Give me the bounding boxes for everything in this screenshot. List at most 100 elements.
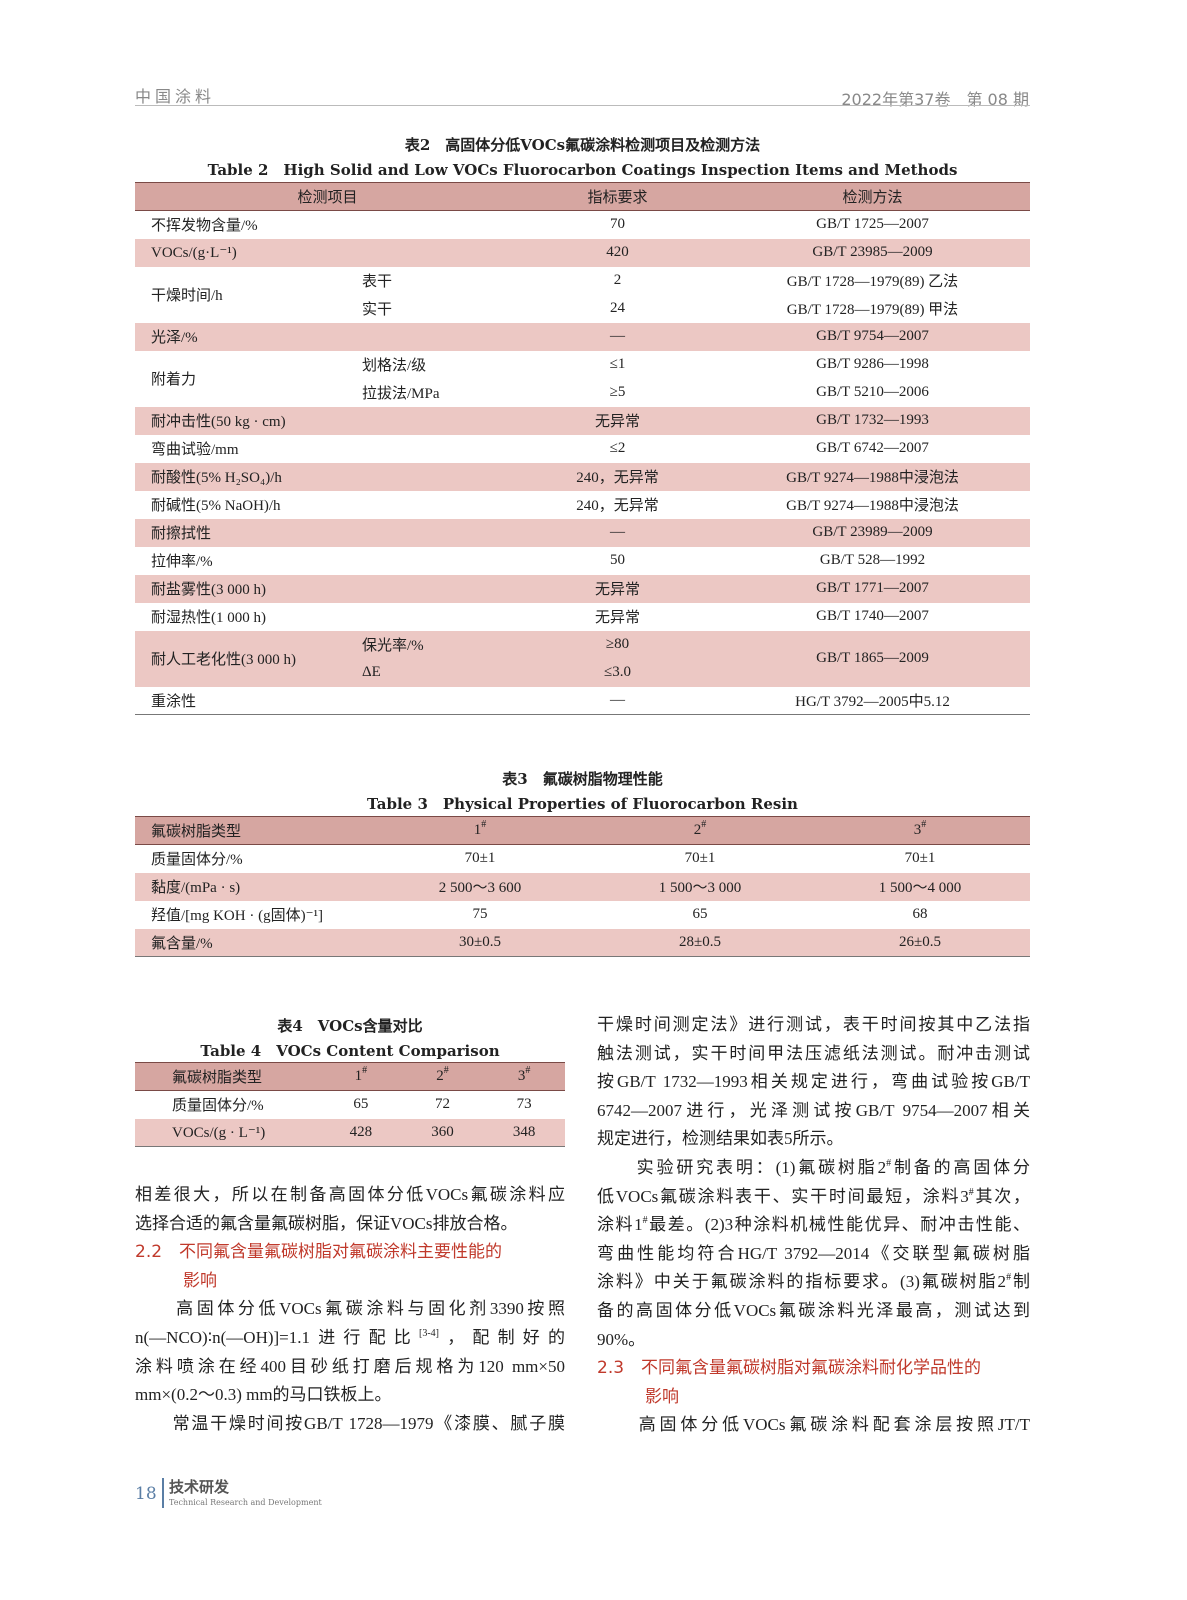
table-row: 弯曲试验/mm ≤2 GB/T 6742—2007 <box>135 435 1030 463</box>
item-cell: 弯曲试验/mm <box>151 442 239 458</box>
table-row: 耐湿热性(1 000 h) 无异常 GB/T 1740—2007 <box>135 603 1030 631</box>
sub-item-cell <box>362 686 520 715</box>
header-cell: 1# <box>370 816 590 845</box>
table-row: 实干 24 GB/T 1728—1979(89) 甲法 <box>135 295 1030 323</box>
table2-caption-en: Table 2 High Solid and Low VOCs Fluoroca… <box>207 161 958 179</box>
footer-divider <box>162 1478 164 1508</box>
header-cell: 1# <box>320 1062 402 1091</box>
table-row: 质量固体分/% 65 72 73 <box>135 1091 565 1119</box>
row-label-cell: 质量固体分/% <box>172 1098 264 1115</box>
text-line: 常温干燥时间按GB/T 1728—1979《漆膜、腻子膜 <box>135 1410 565 1439</box>
text-span: 备的高固体分低VOCs氟碳涂料光泽最高，测试达到 <box>597 1300 1030 1320</box>
superscript: # <box>886 1157 892 1169</box>
text-line: 90%。 <box>597 1326 1030 1355</box>
requirement-cell: ≤1 <box>609 356 626 372</box>
section-heading-line: 影响 <box>597 1383 1030 1412</box>
item-cell: 附着力 <box>151 372 197 388</box>
requirement-cell: 240，无异常 <box>520 462 715 491</box>
text-line: 触法测试，实干时间甲法压滤纸法测试。耐冲击测试 <box>597 1040 1030 1069</box>
method-cell: GB/T 1728—1979(89) 乙法 <box>786 274 959 290</box>
text-line: 干燥时间测定法》进行测试，表干时间按其中乙法指 <box>597 1011 1030 1040</box>
text-line: 高固体分低VOCs氟碳涂料配套涂层按照JT/T <box>597 1411 1030 1440</box>
method-cell: GB/T 1771—2007 <box>715 574 1030 603</box>
text-line: 备的高固体分低VOCs氟碳涂料光泽最高，测试达到 <box>597 1297 1030 1326</box>
row-label-cell: 氟含量/% <box>135 928 370 957</box>
journal-name: 中国涂料 <box>135 87 216 106</box>
table-row: VOCs/(g·L⁻¹) 420 GB/T 23985—2009 <box>135 238 1030 267</box>
sub-item-cell <box>362 491 520 519</box>
text-span: 6742—2007进行，光泽测试按GB/T 9754—2007相关 <box>597 1100 1030 1120</box>
requirement-cell: 420 <box>520 238 715 267</box>
row-label-cell: 羟值/[mg KOH · (g固体)⁻¹] <box>151 908 323 924</box>
text-line: 涂料》中关于氟碳涂料的指标要求。(3)氟碳树脂2#制 <box>597 1268 1030 1297</box>
row-label-cell: 质量固体分/% <box>151 852 243 869</box>
text-span: 常温干燥时间按GB/T 1728—1979《漆膜、腻子膜 <box>135 1413 565 1433</box>
value-cell: 1 500～4 000 <box>810 872 1030 901</box>
text-line: 涂料1#最差。(2)3种涂料机械性能优异、耐冲击性能、 <box>597 1211 1030 1240</box>
section-name-cn: 技术研发 <box>169 1478 230 1496</box>
method-cell: GB/T 6742—2007 <box>816 440 929 456</box>
text-span: 2.3 不同氟含量氟碳树脂对氟碳涂料耐化学品性的 <box>597 1358 982 1379</box>
right-text-column: 干燥时间测定法》进行测试，表干时间按其中乙法指 触法测试，实干时间甲法压滤纸法测试… <box>597 1011 1030 1440</box>
sub-item-cell <box>362 406 520 435</box>
header-cell: 3# <box>810 816 1030 845</box>
method-cell: GB/T 1728—1979(89) 甲法 <box>786 302 959 318</box>
text-line: 实验研究表明：(1)氟碳树脂2#制备的高固体分 <box>597 1154 1030 1183</box>
value-cell: 68 <box>912 906 928 922</box>
table4-caption-en: Table 4 VOCs Content Comparison <box>200 1042 500 1060</box>
item-cell: 不挥发物含量/% <box>151 218 258 235</box>
requirement-cell: 无异常 <box>520 406 715 435</box>
text-span: 相差很大，所以在制备高固体分低VOCs氟碳涂料应 <box>135 1185 565 1204</box>
row-label-cell: VOCs/(g · L⁻¹) <box>135 1118 320 1147</box>
value-cell: 72 <box>434 1096 450 1113</box>
requirement-cell: ≤3.0 <box>520 658 715 687</box>
value-cell: 70±1 <box>904 850 936 867</box>
text-span: mm×(0.2～0.3) mm的马口铁板上。 <box>135 1385 392 1405</box>
value-cell: 26±0.5 <box>810 928 1030 957</box>
text-span: 其次， <box>973 1186 1031 1206</box>
value-cell: 348 <box>483 1118 565 1147</box>
text-span: 涂料》中关于氟碳涂料的指标要求。(3)氟碳树脂2 <box>597 1272 1007 1292</box>
text-span: ，配制好的 <box>439 1327 566 1347</box>
table-header-row: 检测项目 指标要求 检测方法 <box>135 182 1030 211</box>
section-name-en: Technical Research and Development <box>169 1498 322 1507</box>
header-cell: 检测方法 <box>715 182 1030 211</box>
table-row: 附着力 划格法/级 ≤1 GB/T 9286—1998 <box>135 351 1030 388</box>
table-row: 拉伸率/% 50 GB/T 528—1992 <box>135 547 1030 575</box>
method-cell: GB/T 528—1992 <box>819 552 926 568</box>
sub-item-cell <box>362 238 520 267</box>
superscript: # <box>968 1186 974 1198</box>
method-cell: GB/T 1732—1993 <box>715 406 1030 435</box>
text-span: 2.2 不同氟含量氟碳树脂对氟碳涂料主要性能的 <box>135 1242 503 1263</box>
text-span: 高固体分低VOCs氟碳涂料与固化剂3390按照 <box>135 1299 565 1319</box>
requirement-cell: — <box>520 322 715 351</box>
table-row: 耐酸性(5% H₂SO₄)/h 240，无异常 GB/T 9274—1988中浸泡法 <box>135 462 1030 491</box>
table2: 检测项目 指标要求 检测方法 不挥发物含量/% 70 GB/T 1725—2007 VOCs… <box>135 182 1030 715</box>
value-cell: 70±1 <box>464 850 496 867</box>
text-line: 选择合适的氟含量氟碳树脂，保证VOCs排放合格。 <box>135 1210 565 1239</box>
table-header-row: 氟碳树脂类型 1# 2# 3# <box>135 1062 565 1091</box>
table-row: ΔE ≤3.0 <box>135 658 1030 687</box>
method-cell: GB/T 5210—2006 <box>816 384 929 400</box>
requirement-cell: — <box>520 686 715 715</box>
requirement-cell: 240，无异常 <box>576 498 659 514</box>
text-line: 相差很大，所以在制备高固体分低VOCs氟碳涂料应 <box>135 1181 565 1210</box>
text-span: 高固体分低VOCs氟碳涂料配套涂层按照JT/T <box>597 1415 1030 1435</box>
table-row: 黏度/(mPa · s) 2 500～3 600 1 500～3 000 1 500～… <box>135 872 1030 901</box>
text-span: n(—NCO)∶n(—OH)]=1.1进行配比 <box>135 1327 420 1347</box>
table-row: 耐冲击性(50 kg · cm) 无异常 GB/T 1732—1993 <box>135 406 1030 435</box>
section-heading-line: 2.2 不同氟含量氟碳树脂对氟碳涂料主要性能的 <box>135 1238 565 1267</box>
superscript: # <box>1006 1272 1012 1284</box>
value-cell: 28±0.5 <box>590 928 810 957</box>
sub-item-cell: 划格法/级 <box>362 358 427 374</box>
value-cell: 2 500～3 600 <box>370 872 590 901</box>
table-row: 耐盐雾性(3 000 h) 无异常 GB/T 1771—2007 <box>135 574 1030 603</box>
text-span: 制备的高固体分 <box>891 1157 1030 1177</box>
value-cell: 75 <box>472 906 488 922</box>
item-cell: 耐人工老化性(3 000 h) <box>135 630 362 687</box>
superscript: # <box>642 1215 648 1227</box>
requirement-cell: ≥80 <box>520 630 715 659</box>
row-label-cell: 黏度/(mPa · s) <box>135 872 370 901</box>
table3: 氟碳树脂类型 1# 2# 3# 质量固体分/% 70±1 70±1 70±1 黏度/(mPa ·… <box>135 816 1030 957</box>
sub-item-cell <box>362 211 520 239</box>
